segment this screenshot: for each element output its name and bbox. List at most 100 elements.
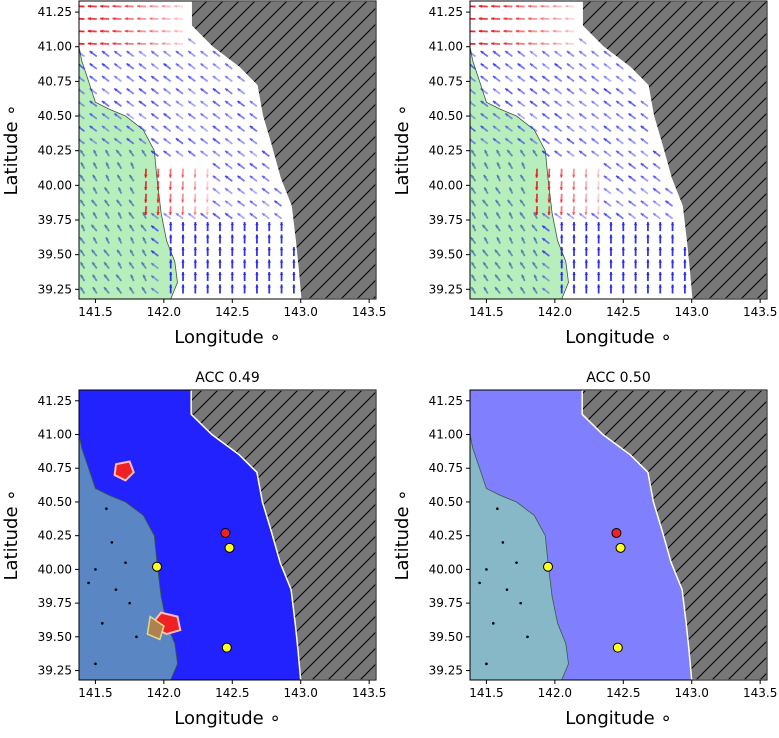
- y-tick-label: 39.50: [38, 248, 72, 262]
- vector-arrowhead: [101, 51, 106, 55]
- vector-arrowhead: [117, 174, 121, 179]
- vector-arrowhead: [156, 174, 160, 178]
- vector-arrowhead: [205, 284, 210, 288]
- vector-arrowhead: [621, 271, 625, 276]
- vector-arrowhead: [471, 162, 475, 166]
- vector-arrowhead: [528, 17, 532, 21]
- vector-arrowhead: [255, 284, 259, 288]
- vector-arrowhead: [480, 138, 485, 142]
- vector-arrowhead: [603, 63, 608, 67]
- vector-arrowhead: [533, 212, 537, 216]
- vector-arrowhead: [483, 274, 487, 279]
- vector-arrow: [470, 126, 477, 133]
- vector-arrowhead: [130, 274, 134, 279]
- vector-arrowhead: [503, 4, 507, 8]
- y-tick-label: 39.50: [429, 630, 463, 644]
- marker-red: [220, 527, 231, 538]
- vector-arrowhead: [89, 100, 94, 105]
- vector-arrow: [212, 187, 221, 195]
- vector-arrow: [212, 150, 221, 157]
- vector-arrowhead: [665, 188, 669, 192]
- vector-arrowhead: [658, 259, 662, 263]
- vector-arrowhead: [163, 125, 167, 130]
- panel-1: 141.5 142.0 142.5 143.0 143.5 39.25 39.50 39.75…: [1, 0, 386, 348]
- vector-arrow: [175, 125, 184, 133]
- vector-arrowhead: [242, 222, 247, 226]
- vector-arrow: [590, 100, 600, 108]
- vector-arrowhead: [279, 284, 284, 288]
- vector-arrowhead: [596, 211, 601, 216]
- vector-arrowhead: [237, 200, 241, 204]
- vector-arrowhead: [129, 149, 133, 154]
- vector-arrowhead: [484, 187, 488, 191]
- vector-arrowhead: [124, 41, 128, 46]
- land-hatched: [190, 390, 376, 680]
- vector-arrow: [480, 112, 489, 120]
- vector-arrowhead: [104, 274, 108, 279]
- station-dot: [505, 588, 509, 591]
- axes-frame: [78, 0, 377, 300]
- vector-arrowhead: [212, 63, 217, 67]
- vector-arrowhead: [80, 199, 84, 204]
- vector-arrowhead: [540, 4, 544, 8]
- vector-arrowhead: [542, 238, 546, 242]
- y-tick-label: 40.75: [429, 461, 463, 475]
- vector-arrowhead: [509, 262, 513, 266]
- vector-arrowhead: [262, 188, 266, 192]
- vector-arrowhead: [151, 225, 155, 229]
- vector-arrowhead: [591, 213, 595, 217]
- vector-arrow: [150, 212, 159, 220]
- vector-arrowhead: [520, 287, 524, 291]
- vector-arrow: [640, 100, 649, 108]
- vector-arrowhead: [596, 187, 601, 191]
- vector-arrowhead: [87, 29, 91, 33]
- y-tick-label: 41.25: [429, 394, 463, 408]
- vector-arrow: [492, 112, 501, 120]
- vector-arrow: [175, 62, 184, 70]
- vector-arrowhead: [528, 41, 532, 46]
- vector-arrowhead: [116, 199, 120, 204]
- vector-arrowhead: [509, 237, 513, 241]
- vector-arrowhead: [566, 113, 571, 117]
- vector-arrowhead: [505, 113, 509, 117]
- vector-arrowhead: [495, 287, 499, 291]
- vector-arrow: [138, 137, 147, 145]
- vector-arrowhead: [554, 63, 558, 67]
- vector-arrowhead: [262, 150, 266, 155]
- station-dot: [128, 601, 131, 605]
- vector-arrowhead: [142, 274, 147, 279]
- vector-arrowhead: [584, 187, 588, 191]
- vector-arrowhead: [533, 274, 538, 279]
- vector-arrow: [79, 63, 86, 70]
- vector-arrowhead: [566, 63, 571, 67]
- vector-arrowhead: [200, 113, 204, 117]
- station-dot: [87, 581, 90, 585]
- vector-arrowhead: [255, 259, 259, 263]
- vector-arrowhead: [503, 17, 507, 21]
- vector-arrowhead: [628, 150, 632, 155]
- vector-arrowhead: [596, 234, 601, 238]
- station-dot: [105, 507, 108, 510]
- marker-red: [611, 527, 622, 538]
- vector-arrowhead: [174, 29, 178, 33]
- vector-arrow: [162, 100, 172, 108]
- vector-arrowhead: [532, 262, 536, 266]
- vector-arrowhead: [609, 234, 613, 238]
- vector-arrowhead: [559, 187, 564, 191]
- vector-arrow: [199, 75, 209, 83]
- vector-arrowhead: [175, 213, 180, 217]
- x-tick-label: 143.0: [675, 686, 709, 700]
- vector-arrowhead: [491, 29, 495, 33]
- vector-arrowhead: [542, 150, 546, 155]
- vector-arrowhead: [225, 100, 229, 105]
- vector-arrowhead: [212, 175, 217, 179]
- vector-arrowhead: [628, 75, 632, 80]
- vector-arrowhead: [492, 138, 497, 142]
- vector-arrowhead: [591, 113, 595, 117]
- vector-arrowhead: [237, 150, 241, 155]
- vector-arrow: [590, 75, 600, 83]
- vector-arrowhead: [104, 224, 108, 229]
- coastal-shelf: [470, 434, 569, 680]
- vector-arrowhead: [621, 222, 625, 226]
- vector-arrow: [652, 200, 661, 207]
